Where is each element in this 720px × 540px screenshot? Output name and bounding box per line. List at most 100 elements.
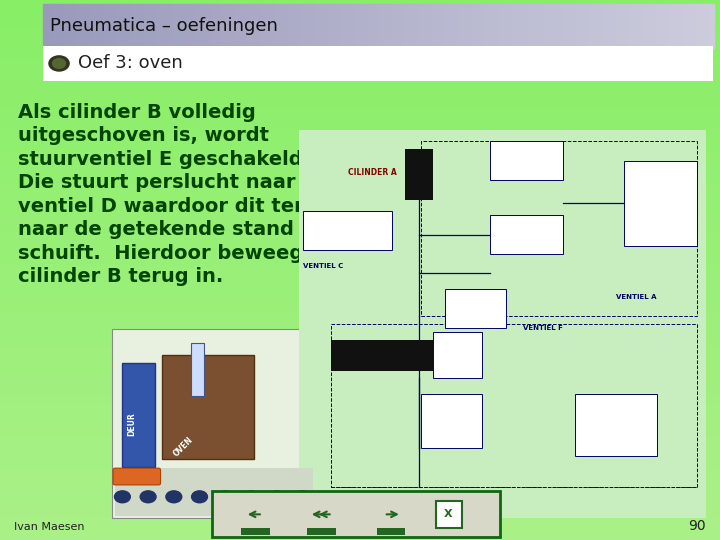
Bar	[0, 383, 720, 389]
Bar	[0, 313, 720, 319]
Bar	[284, 4, 288, 49]
Bar	[358, 4, 362, 49]
Bar	[0, 292, 720, 297]
Bar	[626, 4, 630, 49]
Bar	[163, 4, 168, 49]
Bar	[555, 4, 559, 49]
Text: CILINDER A: CILINDER A	[348, 168, 397, 177]
Bar	[234, 4, 238, 49]
Bar	[318, 4, 322, 49]
Bar	[636, 4, 640, 49]
Bar	[0, 443, 720, 448]
Bar	[240, 4, 245, 49]
Bar	[0, 70, 720, 76]
Bar	[488, 4, 492, 49]
Bar	[609, 4, 613, 49]
Bar	[377, 528, 405, 535]
Bar	[490, 215, 563, 254]
Bar	[485, 4, 489, 49]
Text: VENTIEL E: VENTIEL E	[575, 407, 616, 413]
Text: Pneumatica – oefeningen: Pneumatica – oefeningen	[50, 17, 278, 36]
Bar	[0, 464, 720, 470]
Bar	[0, 508, 720, 513]
Bar	[0, 486, 720, 491]
Bar	[632, 4, 636, 49]
Bar	[459, 4, 462, 49]
Bar	[0, 297, 720, 302]
Bar	[569, 4, 573, 49]
Bar	[210, 4, 215, 49]
Bar	[271, 4, 275, 49]
Bar	[0, 11, 720, 16]
Bar	[0, 448, 720, 454]
Bar	[354, 4, 359, 49]
Bar	[0, 184, 720, 189]
Bar	[676, 4, 680, 49]
Bar	[475, 4, 480, 49]
Bar	[241, 528, 270, 535]
Bar	[268, 4, 271, 49]
Bar	[0, 373, 720, 378]
Bar	[0, 491, 720, 497]
Bar	[498, 4, 503, 49]
Bar	[0, 319, 720, 324]
Bar	[0, 221, 720, 227]
Bar	[0, 356, 720, 362]
Bar	[0, 27, 720, 32]
Bar	[0, 173, 720, 178]
Bar	[374, 4, 379, 49]
Bar	[107, 4, 111, 49]
Bar	[421, 4, 426, 49]
Bar	[307, 4, 312, 49]
Bar	[57, 4, 60, 49]
Bar	[706, 4, 710, 49]
Bar	[662, 4, 667, 49]
Bar	[619, 4, 623, 49]
Bar	[0, 459, 720, 464]
Bar	[683, 4, 687, 49]
Bar	[331, 340, 433, 370]
Bar	[0, 200, 720, 205]
Text: CILINDER B: CILINDER B	[331, 347, 380, 356]
Bar	[639, 4, 643, 49]
Bar	[315, 4, 318, 49]
Bar	[368, 4, 372, 49]
Bar	[331, 4, 336, 49]
Bar	[0, 162, 720, 167]
Bar	[372, 4, 375, 49]
Bar	[0, 119, 720, 124]
Bar	[181, 4, 184, 49]
Bar	[0, 232, 720, 238]
Bar	[624, 161, 698, 246]
Bar	[469, 4, 472, 49]
Bar	[348, 4, 352, 49]
Bar	[224, 4, 228, 49]
Bar	[0, 432, 720, 437]
Bar	[0, 65, 720, 70]
Bar	[0, 227, 720, 232]
Bar	[693, 4, 697, 49]
Bar	[248, 4, 251, 49]
Bar	[518, 4, 523, 49]
Bar	[0, 513, 720, 518]
Bar	[147, 4, 151, 49]
Bar	[338, 4, 342, 49]
Bar	[73, 4, 78, 49]
Bar	[274, 4, 278, 49]
Circle shape	[269, 491, 284, 503]
Bar	[47, 4, 50, 49]
Text: Als cilinder B volledig
uitgeschoven is, wordt
stuurventiel E geschakeld.
Die st: Als cilinder B volledig uitgeschoven is,…	[18, 103, 331, 286]
Bar	[536, 4, 539, 49]
Text: VENTIEL A: VENTIEL A	[616, 294, 657, 300]
Bar	[0, 130, 720, 135]
Bar	[425, 4, 429, 49]
Bar	[482, 4, 486, 49]
Bar	[402, 4, 405, 49]
Circle shape	[192, 491, 207, 503]
Bar	[201, 4, 204, 49]
Bar	[43, 4, 48, 49]
Bar	[420, 141, 698, 316]
Text: X: X	[444, 509, 453, 519]
Bar	[0, 340, 720, 346]
Bar	[0, 157, 720, 162]
